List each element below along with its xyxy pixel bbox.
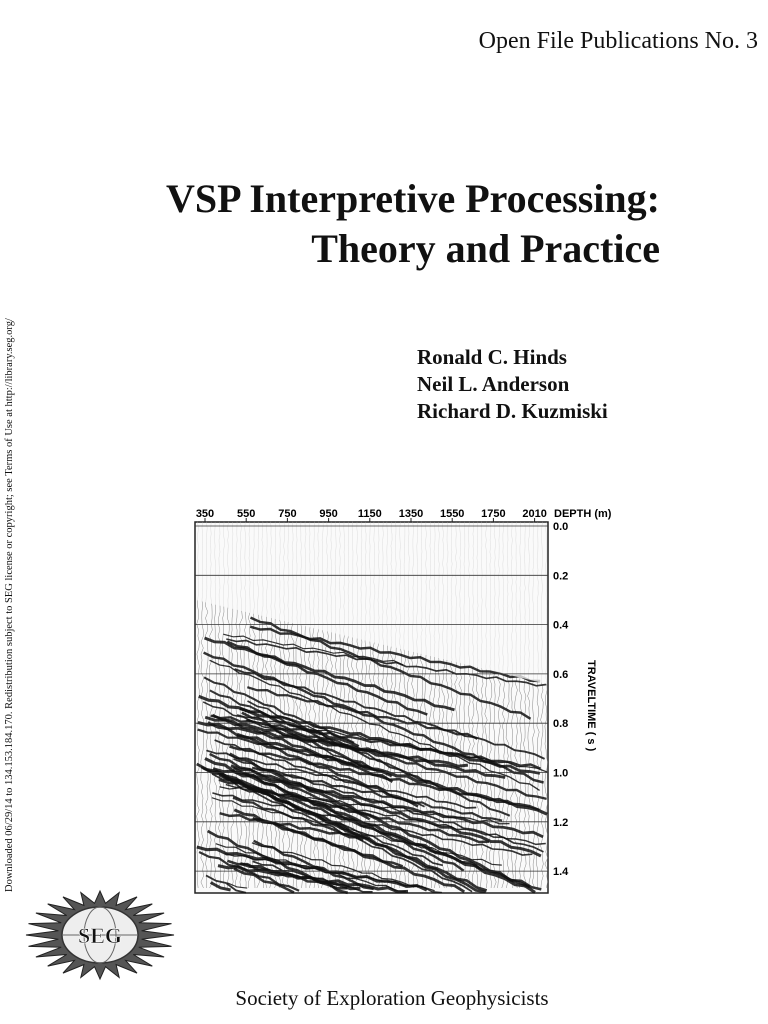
reflector <box>212 767 544 839</box>
reflector <box>218 778 490 844</box>
side-note: Downloaded 06/29/14 to 134.153.184.170. … <box>4 318 15 892</box>
reflector <box>236 732 548 816</box>
series: Open File Publications No. 3 <box>479 28 758 54</box>
depth-label: 750 <box>278 508 296 520</box>
time-label: 0.2 <box>553 570 568 582</box>
seismic-texture <box>196 521 549 895</box>
reflector <box>215 769 487 894</box>
reflector <box>202 701 374 770</box>
time-label: 0.8 <box>553 718 568 730</box>
seg-logo: SEG <box>25 889 175 981</box>
title-line: Theory and Practice <box>311 226 660 271</box>
depth-label: 350 <box>196 508 214 520</box>
reflector <box>250 616 532 720</box>
depth-label: 1350 <box>399 508 423 520</box>
reflector <box>209 659 540 791</box>
reflector <box>229 752 531 889</box>
reflector <box>226 638 547 687</box>
reflector <box>224 852 435 892</box>
author: Ronald C. Hinds <box>417 345 567 369</box>
depth-label: 1550 <box>440 508 464 520</box>
depth-label: 1750 <box>481 508 505 520</box>
depth-label: 950 <box>319 508 337 520</box>
reflector <box>203 651 544 784</box>
time-label: 1.2 <box>553 817 568 829</box>
time-label: 1.4 <box>553 866 569 878</box>
reflector <box>230 764 542 858</box>
reflector <box>246 718 547 801</box>
publisher: Society of Exploration Geophysicists <box>235 986 548 1010</box>
early-zone <box>196 523 547 684</box>
reflector <box>226 882 248 889</box>
author: Richard D. Kuzmiski <box>417 399 608 423</box>
depth-label: 550 <box>237 508 255 520</box>
reflector <box>211 773 473 893</box>
seismic-figure: 0.0 0.2 0.4 0.6 0.8 1.0 1.2 1.4 350 550 750 950 1150… <box>194 508 612 895</box>
time-label: 0.6 <box>553 669 568 681</box>
reflector <box>209 881 231 892</box>
author: Neil L. Anderson <box>417 372 570 396</box>
time-label: 0.4 <box>553 620 569 632</box>
reflector <box>204 715 506 779</box>
time-label: 1.0 <box>553 768 568 780</box>
reflector <box>198 694 360 748</box>
title-line: VSP Interpretive Processing: <box>166 176 660 221</box>
reflector <box>223 633 404 666</box>
reflector <box>227 859 348 890</box>
reflector <box>233 766 465 872</box>
reflector <box>211 713 394 784</box>
reflector <box>205 874 247 894</box>
depth-axis-label: DEPTH (m) <box>554 508 612 520</box>
reflector <box>247 700 428 785</box>
reflector <box>233 867 295 894</box>
reflector <box>251 766 503 822</box>
reflector <box>252 816 404 868</box>
reflector <box>210 714 542 770</box>
depth-label: 2010 <box>522 508 546 520</box>
time-label: 0.0 <box>553 521 568 533</box>
depth-label: 1150 <box>358 508 382 520</box>
logo-text: SEG <box>78 923 122 948</box>
reflector <box>246 686 478 740</box>
time-axis-label: TRAVELTIME ( s ) <box>585 660 597 752</box>
